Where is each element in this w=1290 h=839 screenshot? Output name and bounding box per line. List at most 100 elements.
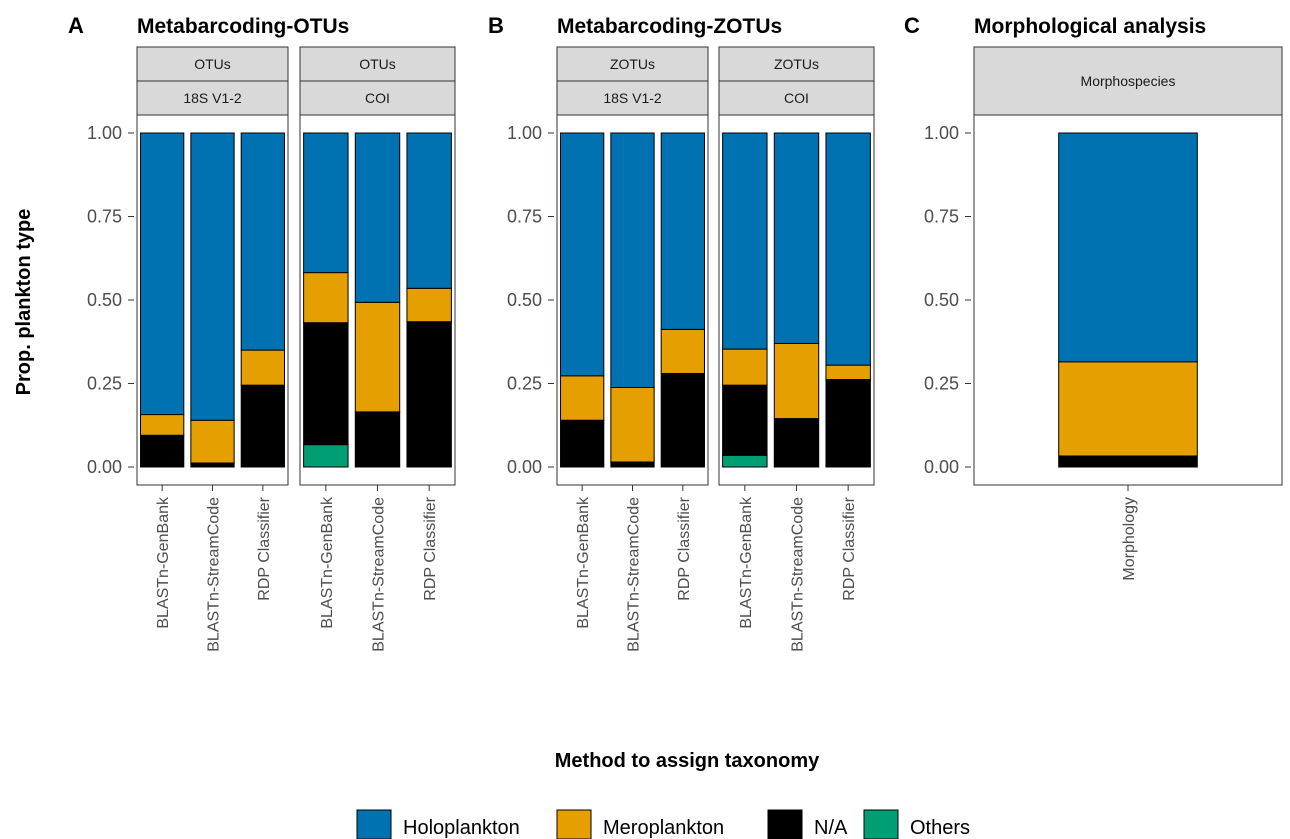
bar-segment-meroplankton: [610, 387, 655, 463]
legend-item-meroplankton: Meroplankton: [556, 809, 724, 839]
bar-segment-holoplankton: [825, 132, 871, 366]
strip-top: [136, 46, 289, 82]
y-tick-label: 0.50: [507, 290, 542, 310]
legend-label: Meroplankton: [603, 817, 724, 839]
panel-title: Morphological analysis: [974, 15, 1206, 38]
facet-coi: ZOTUs COI BLASTn-GenBank BLASTn-StreamCode R…: [718, 46, 875, 652]
y-tick-label: 0.50: [924, 290, 959, 310]
x-tick-label: BLASTn-GenBank: [319, 496, 336, 629]
y-tick-label: 0.00: [507, 457, 542, 477]
legend-item-others: Others: [863, 809, 970, 839]
y-tick-label: 0.25: [507, 374, 542, 394]
panel-letter: A: [68, 13, 84, 38]
legend-item-holoplankton: Holoplankton: [356, 809, 520, 839]
y-tick-label: 1.00: [924, 123, 959, 143]
y-tick-label: 0.75: [924, 207, 959, 227]
panel-letter: B: [488, 13, 504, 38]
x-tick-label: BLASTn-GenBank: [575, 496, 592, 629]
bar-segment-holoplankton: [140, 132, 185, 416]
y-tick-label: 0.75: [507, 207, 542, 227]
panel-c: C Morphological analysis 0.00 0.25 0.50 0.75 1…: [904, 13, 1283, 581]
y-tick-label: 0.50: [87, 290, 122, 310]
panel-a: A Metabarcoding-OTUs 0.00 0.25 0.50 0.75 1.00 O…: [68, 13, 456, 652]
bar-segment-holoplankton: [406, 132, 452, 289]
y-tick-label: 1.00: [507, 123, 542, 143]
bar-segment-na: [1058, 455, 1198, 468]
bar-segment-meroplankton: [140, 414, 185, 436]
strip-top: [973, 46, 1283, 116]
legend-label: Others: [910, 817, 970, 839]
legend: Holoplankton Meroplankton N/A Others: [356, 809, 970, 839]
y-tick-label: 0.00: [924, 457, 959, 477]
y-tick-label: 1.00: [87, 123, 122, 143]
bar-segment-others: [303, 444, 349, 468]
strip-top-label: ZOTUs: [774, 56, 819, 72]
bar-segment-meroplankton: [773, 342, 820, 420]
x-tick-label: RDP Classifier: [841, 496, 858, 600]
panel-title: Metabarcoding-ZOTUs: [557, 15, 782, 38]
y-tick-label: 0.25: [87, 374, 122, 394]
x-tick-label: BLASTn-GenBank: [155, 496, 172, 629]
bar-segment-na: [354, 411, 401, 468]
strip-bottom-label: COI: [784, 90, 809, 106]
strip-bottom-label: 18S V1-2: [183, 90, 242, 106]
bar-segment-meroplankton: [406, 287, 452, 323]
strip-top-label: ZOTUs: [610, 56, 655, 72]
strip-bottom: [299, 80, 456, 116]
bar-segment-na: [406, 321, 452, 468]
facet-coi: OTUs COI BLASTn-GenBank BLASTn-StreamCode RD…: [299, 46, 456, 652]
bar-segment-na: [240, 384, 285, 468]
strip-top: [718, 46, 875, 82]
bar-segment-na: [660, 372, 705, 468]
strip-top-label: OTUs: [359, 56, 396, 72]
bar-segment-meroplankton: [190, 419, 235, 464]
x-tick-label: RDP Classifier: [676, 496, 693, 600]
bar-segment-meroplankton: [354, 301, 401, 413]
bar-segment-meroplankton: [303, 272, 349, 324]
bar-segment-holoplankton: [190, 132, 235, 421]
bar-segment-holoplankton: [1058, 132, 1198, 363]
panel-letter: C: [904, 13, 920, 38]
bar-segment-na: [610, 461, 655, 468]
bar-segment-na: [773, 418, 820, 468]
panel-b: B Metabarcoding-ZOTUs 0.00 0.25 0.50 0.75 1.00…: [488, 13, 875, 652]
facet-18s-v1-2: OTUs 18S V1-2 BLASTn-GenBank BLASTn-StreamC…: [136, 46, 289, 652]
x-tick-label: RDP Classifier: [256, 496, 273, 600]
bar-segment-holoplankton: [773, 132, 820, 344]
y-tick-label: 0.75: [87, 207, 122, 227]
x-axis-title: Method to assign taxonomy: [555, 750, 820, 772]
bar-segment-na: [560, 419, 605, 468]
strip-top: [299, 46, 456, 82]
bar-segment-holoplankton: [660, 132, 705, 330]
facet-morphospecies: Morphospecies Morphology: [973, 46, 1283, 581]
bar-segment-na: [140, 434, 185, 468]
bar-segment-na: [190, 462, 235, 468]
legend-swatch: [863, 809, 899, 839]
legend-swatch: [556, 809, 592, 839]
legend-swatch: [356, 809, 392, 839]
strip-bottom-label: 18S V1-2: [603, 90, 662, 106]
y-tick-label: 0.00: [87, 457, 122, 477]
bar-segment-holoplankton: [560, 132, 605, 377]
x-tick-label: BLASTn-StreamCode: [206, 497, 223, 652]
facet-18s-v1-2: ZOTUs 18S V1-2 BLASTn-GenBank BLASTn-Stream…: [556, 46, 709, 652]
x-tick-label: BLASTn-StreamCode: [790, 497, 807, 652]
x-tick-label: BLASTn-StreamCode: [626, 497, 643, 652]
panel-title: Metabarcoding-OTUs: [137, 15, 349, 38]
bar-segment-holoplankton: [303, 132, 349, 274]
legend-label: N/A: [814, 817, 848, 839]
x-tick-label: RDP Classifier: [422, 496, 439, 600]
legend-item-na: N/A: [767, 809, 848, 839]
bar-segment-meroplankton: [560, 375, 605, 421]
strip-top-label: Morphospecies: [1081, 73, 1176, 89]
bar-segment-holoplankton: [722, 132, 768, 350]
legend-swatch: [767, 809, 803, 839]
bar-segment-na: [722, 384, 768, 456]
bar-segment-meroplankton: [660, 328, 705, 374]
bar-segment-others: [722, 454, 768, 468]
bar-segment-na: [303, 322, 349, 446]
strip-bottom-label: COI: [365, 90, 390, 106]
x-tick-label: BLASTn-StreamCode: [371, 497, 388, 652]
x-tick-label: Morphology: [1121, 497, 1138, 581]
y-tick-label: 0.25: [924, 374, 959, 394]
